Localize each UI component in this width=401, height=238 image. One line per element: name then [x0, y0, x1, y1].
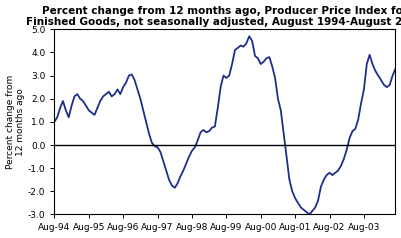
Title: Percent change from 12 months ago, Producer Price Index for
Finished Goods, not : Percent change from 12 months ago, Produ…: [26, 5, 401, 27]
Y-axis label: Percent change from
12 months ago: Percent change from 12 months ago: [6, 75, 25, 169]
